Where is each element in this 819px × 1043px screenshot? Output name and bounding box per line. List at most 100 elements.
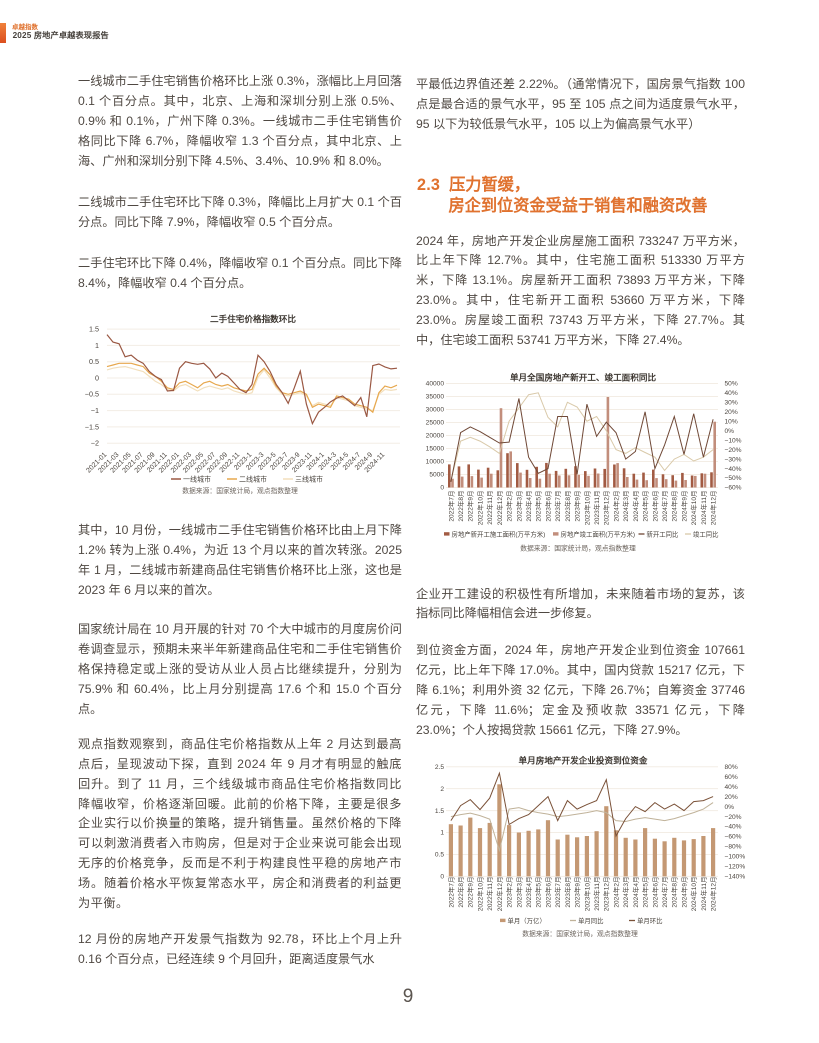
svg-text:2024年4月: 2024年4月 — [631, 877, 640, 908]
svg-text:−1: −1 — [91, 406, 99, 415]
svg-text:2023年3月: 2023年3月 — [514, 877, 523, 908]
svg-text:2024年6月: 2024年6月 — [650, 491, 659, 522]
svg-text:2023年7月: 2023年7月 — [553, 877, 562, 908]
svg-text:2022年9月: 2022年9月 — [466, 877, 475, 908]
svg-text:40000: 40000 — [426, 381, 445, 388]
svg-text:2024年7月: 2024年7月 — [660, 877, 669, 908]
svg-text:2024年12月: 2024年12月 — [709, 491, 718, 526]
svg-text:二手住宅价格指数环比: 二手住宅价格指数环比 — [210, 313, 296, 324]
svg-text:2023年6月: 2023年6月 — [543, 877, 552, 908]
svg-text:20000: 20000 — [426, 433, 445, 440]
svg-text:2024年12月: 2024年12月 — [709, 877, 718, 912]
svg-text:0%: 0% — [725, 804, 735, 811]
svg-text:2023年8月: 2023年8月 — [563, 491, 572, 522]
svg-text:单月全国房地产新开工、竣工面积同比: 单月全国房地产新开工、竣工面积同比 — [510, 372, 657, 383]
svg-text:2022年7月: 2022年7月 — [446, 877, 455, 908]
svg-text:2022年8月: 2022年8月 — [456, 491, 465, 522]
svg-text:−100%: −100% — [725, 854, 746, 861]
svg-text:80%: 80% — [725, 764, 738, 771]
svg-text:−20%: −20% — [725, 814, 742, 821]
svg-text:0: 0 — [440, 874, 444, 881]
svg-text:2024年3月: 2024年3月 — [621, 491, 630, 522]
svg-text:5000: 5000 — [429, 472, 444, 479]
svg-text:2022年12月: 2022年12月 — [495, 877, 504, 912]
svg-text:20%: 20% — [725, 409, 738, 416]
svg-text:60%: 60% — [725, 774, 738, 781]
svg-text:2023年9月: 2023年9月 — [573, 877, 582, 908]
svg-text:1: 1 — [440, 830, 444, 837]
svg-text:2022年12月: 2022年12月 — [495, 491, 504, 526]
svg-text:2024年11月: 2024年11月 — [699, 877, 708, 911]
svg-text:房地产新开工施工面积(万平方米): 房地产新开工施工面积(万平方米) — [452, 529, 546, 538]
svg-text:−1.5: −1.5 — [85, 422, 99, 431]
svg-text:2022年10月: 2022年10月 — [475, 491, 484, 526]
svg-text:2022年8月: 2022年8月 — [456, 877, 465, 908]
svg-text:2024年5月: 2024年5月 — [641, 877, 650, 908]
svg-text:2023年4月: 2023年4月 — [524, 491, 533, 522]
svg-text:2023年5月: 2023年5月 — [534, 877, 543, 908]
svg-text:1.5: 1.5 — [435, 808, 444, 815]
svg-text:新开工同比: 新开工同比 — [647, 529, 680, 538]
svg-text:20%: 20% — [725, 794, 738, 801]
svg-text:−50%: −50% — [725, 475, 742, 482]
svg-text:30000: 30000 — [426, 407, 445, 414]
svg-text:−10%: −10% — [725, 437, 742, 444]
svg-text:2023年4月: 2023年4月 — [524, 877, 533, 908]
svg-text:2023年11月: 2023年11月 — [592, 877, 601, 911]
svg-text:二线城市: 二线城市 — [239, 475, 267, 484]
svg-text:2022年11月: 2022年11月 — [485, 491, 494, 525]
svg-text:2024年9月: 2024年9月 — [679, 491, 688, 522]
svg-text:2024年8月: 2024年8月 — [670, 491, 679, 522]
svg-text:三线城市: 三线城市 — [295, 475, 323, 484]
svg-text:单月房地产开发企业投资到位资金: 单月房地产开发企业投资到位资金 — [519, 755, 648, 766]
svg-text:2023年8月: 2023年8月 — [563, 877, 572, 908]
svg-text:2023年7月: 2023年7月 — [553, 491, 562, 522]
svg-text:2023年3月: 2023年3月 — [514, 491, 523, 522]
svg-text:0.5: 0.5 — [89, 357, 99, 366]
svg-text:2022年11月: 2022年11月 — [485, 877, 494, 911]
svg-text:2024年4月: 2024年4月 — [631, 491, 640, 522]
svg-text:40%: 40% — [725, 390, 738, 397]
svg-text:15000: 15000 — [426, 446, 445, 453]
svg-text:−40%: −40% — [725, 824, 742, 831]
svg-text:房地产竣工面积(万平方米): 房地产竣工面积(万平方米) — [561, 529, 636, 538]
svg-text:2023年6月: 2023年6月 — [543, 491, 552, 522]
svg-text:数据来源：国家统计局，观点指数整理: 数据来源：国家统计局，观点指数整理 — [182, 486, 298, 495]
svg-text:2023年5月: 2023年5月 — [534, 491, 543, 522]
svg-text:2023年2月: 2023年2月 — [505, 491, 514, 522]
svg-text:2024年2月: 2024年2月 — [611, 877, 620, 908]
svg-text:2024年2月: 2024年2月 — [611, 491, 620, 522]
svg-text:2023年11月: 2023年11月 — [592, 491, 601, 525]
svg-text:单月环比: 单月环比 — [637, 916, 663, 925]
svg-text:0.5: 0.5 — [435, 852, 444, 859]
svg-text:数据来源：国家统计局，观点指数整理: 数据来源：国家统计局，观点指数整理 — [522, 929, 638, 938]
svg-text:35000: 35000 — [426, 394, 445, 401]
svg-text:2023年12月: 2023年12月 — [602, 877, 611, 912]
svg-text:0: 0 — [440, 485, 444, 492]
svg-text:2024年6月: 2024年6月 — [650, 877, 659, 908]
svg-text:单月（万亿）: 单月（万亿） — [508, 916, 546, 925]
svg-text:40%: 40% — [725, 784, 738, 791]
svg-text:2024年10月: 2024年10月 — [689, 491, 698, 526]
svg-text:0: 0 — [95, 373, 99, 382]
svg-text:0%: 0% — [725, 428, 735, 435]
svg-text:2024年11月: 2024年11月 — [699, 491, 708, 525]
svg-text:一线城市: 一线城市 — [183, 475, 211, 484]
svg-text:2024年5月: 2024年5月 — [641, 491, 650, 522]
svg-text:10000: 10000 — [426, 459, 445, 466]
svg-text:2024年10月: 2024年10月 — [689, 877, 698, 912]
svg-text:1: 1 — [95, 341, 99, 350]
svg-text:2023年10月: 2023年10月 — [582, 877, 591, 912]
svg-text:单月同比: 单月同比 — [578, 916, 604, 925]
svg-text:30%: 30% — [725, 400, 738, 407]
svg-text:1.5: 1.5 — [89, 325, 99, 334]
svg-text:−0.5: −0.5 — [85, 390, 99, 399]
svg-text:−140%: −140% — [725, 874, 746, 881]
svg-text:25000: 25000 — [426, 420, 445, 427]
svg-text:−2: −2 — [91, 439, 99, 448]
svg-text:−20%: −20% — [725, 447, 742, 454]
svg-text:2024年9月: 2024年9月 — [679, 877, 688, 908]
svg-text:2023年12月: 2023年12月 — [602, 491, 611, 526]
svg-text:2024年8月: 2024年8月 — [670, 877, 679, 908]
svg-text:2022年10月: 2022年10月 — [475, 877, 484, 912]
